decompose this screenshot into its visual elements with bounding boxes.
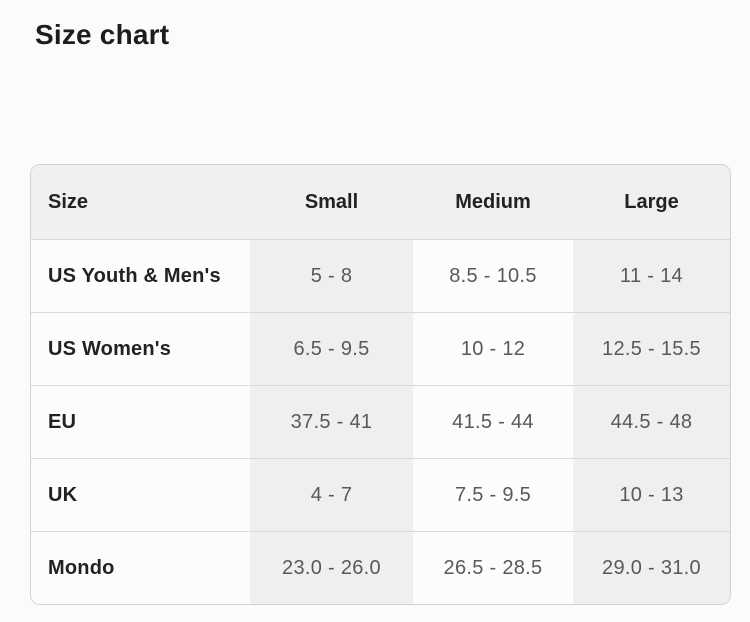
column-header-medium: Medium — [455, 190, 531, 213]
row-label: US Women's — [48, 337, 172, 360]
column-header-small: Small — [304, 190, 359, 213]
table-row-uk: UK 4 - 7 7.5 - 9.5 10 - 13 — [31, 458, 730, 531]
table-row-eu: EU 37.5 - 41 41.5 - 44 44.5 - 48 — [31, 385, 730, 458]
table-row-us-youth-mens: US Youth & Men's 5 - 8 8.5 - 10.5 11 - 1… — [31, 239, 730, 312]
cell-large: 44.5 - 48 — [573, 386, 730, 458]
row-label: EU — [48, 410, 77, 433]
cell-medium: 10 - 12 — [460, 337, 526, 360]
cell-large: 11 - 14 — [573, 240, 730, 312]
cell-medium: 8.5 - 10.5 — [449, 264, 537, 287]
table-row-mondo: Mondo 23.0 - 26.0 26.5 - 28.5 29.0 - 31.… — [31, 531, 730, 604]
page-title: Size chart — [35, 19, 170, 50]
cell-small: 4 - 7 — [250, 459, 413, 531]
row-label: Mondo — [48, 556, 115, 579]
size-chart-table: Size Small Medium Large US Youth & Men's… — [30, 164, 731, 605]
cell-small: 5 - 8 — [250, 240, 413, 312]
table-header-row: Size Small Medium Large — [31, 165, 730, 239]
cell-medium: 41.5 - 44 — [452, 410, 534, 433]
cell-small: 23.0 - 26.0 — [250, 532, 413, 604]
row-label: UK — [48, 483, 78, 506]
row-label: US Youth & Men's — [48, 264, 221, 287]
table-row-us-womens: US Women's 6.5 - 9.5 10 - 12 12.5 - 15.5 — [31, 312, 730, 385]
cell-large: 10 - 13 — [573, 459, 730, 531]
cell-medium: 7.5 - 9.5 — [454, 483, 532, 506]
cell-small: 37.5 - 41 — [250, 386, 413, 458]
cell-small: 6.5 - 9.5 — [250, 313, 413, 385]
cell-medium: 26.5 - 28.5 — [443, 556, 543, 579]
column-header-large: Large — [624, 190, 679, 213]
cell-large: 29.0 - 31.0 — [573, 532, 730, 604]
column-header-size: Size — [48, 190, 89, 213]
cell-large: 12.5 - 15.5 — [573, 313, 730, 385]
